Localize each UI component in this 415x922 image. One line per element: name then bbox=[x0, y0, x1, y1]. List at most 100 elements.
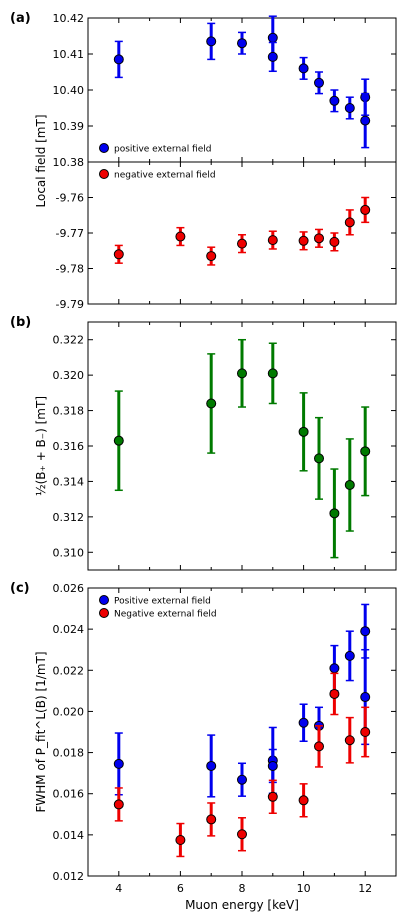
y-tick-label: 10.38 bbox=[53, 156, 85, 169]
y-tick-label: 0.310 bbox=[53, 546, 85, 559]
y-tick-label: 0.312 bbox=[53, 511, 85, 524]
data-point bbox=[267, 51, 278, 62]
data-point bbox=[237, 38, 247, 49]
y-axis-label: ½(B₊ + B₋) [mT] bbox=[34, 396, 48, 496]
data-point bbox=[360, 446, 371, 457]
y-tick-label: 10.40 bbox=[53, 84, 85, 97]
x-tick-label: 6 bbox=[177, 882, 184, 895]
y-tick-label: -9.79 bbox=[56, 298, 84, 311]
panel-3: 0.310 0.312 0.314 0.316 0.318 0.320 0.322 (b) ½(… bbox=[10, 315, 397, 571]
y-tick-label: 0.018 bbox=[53, 747, 85, 760]
data-point bbox=[314, 233, 324, 244]
panel-label: (c) bbox=[10, 581, 30, 596]
legend-marker bbox=[99, 595, 109, 605]
y-tick-label: 0.320 bbox=[53, 369, 85, 382]
y-tick-label: 0.316 bbox=[53, 440, 85, 453]
series-negative-external-field bbox=[113, 196, 371, 266]
series-positive-external-field bbox=[113, 603, 371, 798]
x-axis-label: Muon energy [keV] bbox=[185, 898, 299, 912]
x-tick-label: 10 bbox=[297, 882, 311, 895]
data-point bbox=[206, 760, 217, 771]
y-tick-label: 0.020 bbox=[53, 705, 85, 718]
panel-2: -9.79 -9.78 -9.77 -9.76 negative external fi… bbox=[56, 161, 397, 311]
data-point bbox=[175, 835, 186, 845]
y-tick-label: 0.024 bbox=[53, 623, 85, 636]
y-axis-label: FWHM of P_fit^L(B) [1/mT] bbox=[34, 651, 48, 812]
data-point bbox=[267, 791, 278, 802]
legend-label: Positive external field bbox=[114, 597, 211, 607]
data-point bbox=[329, 95, 340, 106]
data-point bbox=[360, 204, 371, 215]
legend-label: negative external field bbox=[114, 171, 216, 181]
x-tick-label: 8 bbox=[239, 882, 246, 895]
legend-label: positive external field bbox=[114, 145, 211, 155]
y-tick-label: 10.42 bbox=[53, 12, 85, 25]
data-point bbox=[267, 235, 278, 246]
data-point bbox=[237, 829, 247, 840]
data-point bbox=[237, 774, 247, 785]
data-point bbox=[360, 692, 371, 703]
y-tick-label: 0.022 bbox=[53, 664, 85, 677]
series-negative-external-field bbox=[113, 672, 371, 858]
panel-label: (b) bbox=[10, 315, 31, 330]
data-point bbox=[113, 249, 124, 260]
data-point bbox=[329, 236, 340, 247]
data-point bbox=[360, 727, 371, 737]
legend-marker bbox=[99, 143, 109, 153]
data-point bbox=[314, 77, 324, 88]
y-tick-label: 10.41 bbox=[53, 48, 85, 61]
y-tick-label: 0.014 bbox=[53, 829, 85, 842]
data-point bbox=[360, 626, 371, 637]
y-tick-label: 0.016 bbox=[53, 788, 85, 801]
data-point bbox=[344, 479, 355, 490]
data-point bbox=[329, 508, 340, 519]
data-point bbox=[206, 814, 217, 825]
y-tick-label: 0.322 bbox=[53, 334, 85, 347]
x-tick-label: 4 bbox=[115, 882, 122, 895]
data-point bbox=[329, 688, 340, 699]
y-tick-label: 0.012 bbox=[53, 870, 85, 883]
data-point bbox=[298, 63, 309, 74]
panel-1: 10.38 10.39 10.40 10.41 10.42 (a) Local field … bbox=[10, 11, 397, 208]
data-point bbox=[267, 760, 278, 771]
data-point bbox=[329, 663, 340, 674]
y-tick-label: -9.76 bbox=[56, 192, 84, 205]
data-point bbox=[314, 741, 324, 752]
data-point bbox=[298, 235, 309, 246]
data-point bbox=[267, 32, 278, 43]
y-tick-label: -9.77 bbox=[56, 227, 84, 240]
series-series-0 bbox=[113, 338, 371, 559]
data-point bbox=[344, 217, 355, 228]
legend-marker bbox=[99, 169, 109, 179]
data-point bbox=[267, 368, 278, 379]
data-point bbox=[113, 799, 124, 810]
legend-label: Negative external field bbox=[114, 610, 217, 620]
panel-4: 0.012 0.014 0.016 0.018 0.020 0.022 0.024 0.026… bbox=[10, 581, 397, 912]
legend-marker bbox=[99, 608, 109, 618]
data-point bbox=[113, 54, 124, 65]
data-point bbox=[344, 650, 355, 661]
x-tick-label: 12 bbox=[358, 882, 372, 895]
data-point bbox=[298, 717, 309, 728]
data-point bbox=[113, 435, 124, 446]
data-point bbox=[344, 735, 355, 746]
data-point bbox=[113, 758, 124, 769]
data-point bbox=[237, 368, 247, 379]
y-tick-label: 0.314 bbox=[53, 475, 85, 488]
series-positive-external-field bbox=[113, 15, 371, 149]
y-tick-label: 10.39 bbox=[53, 120, 85, 133]
y-tick-label: -9.78 bbox=[56, 263, 84, 276]
panel-label: (a) bbox=[10, 11, 31, 26]
data-point bbox=[298, 795, 309, 806]
y-tick-label: 0.318 bbox=[53, 405, 85, 418]
y-axis-label: Local field [mT] bbox=[34, 114, 48, 207]
data-point bbox=[237, 238, 247, 249]
data-point bbox=[206, 251, 217, 262]
data-point bbox=[206, 398, 217, 409]
data-point bbox=[360, 115, 371, 126]
data-point bbox=[314, 453, 324, 464]
data-point bbox=[298, 426, 309, 437]
y-tick-label: 0.026 bbox=[53, 582, 85, 595]
data-point bbox=[206, 36, 217, 47]
